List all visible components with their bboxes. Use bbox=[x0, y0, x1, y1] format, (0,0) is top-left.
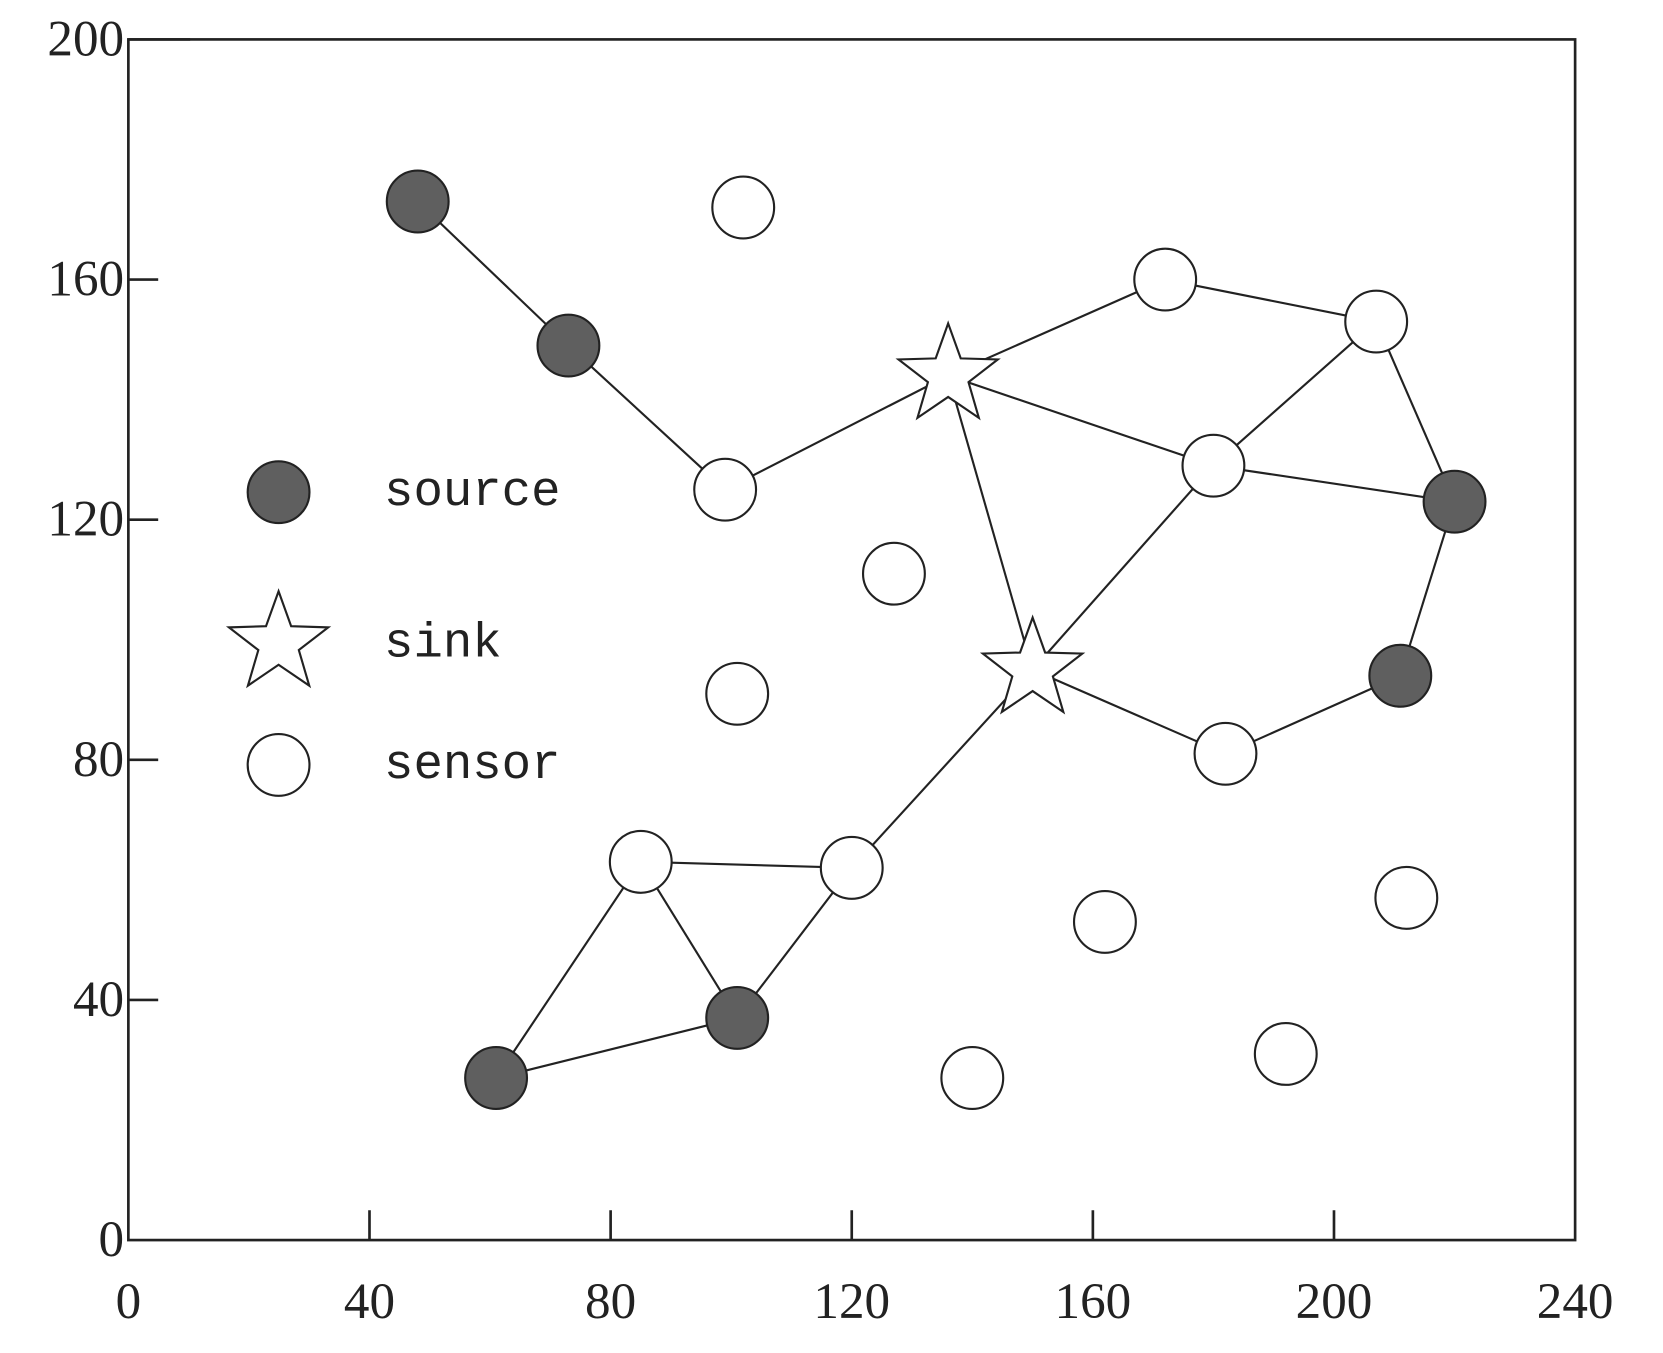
point bbox=[819, 835, 884, 900]
x-tick-label: 80 bbox=[585, 1273, 636, 1330]
edge bbox=[1212, 320, 1377, 467]
y-tick-label: 200 bbox=[47, 10, 124, 67]
edge bbox=[947, 374, 1214, 467]
x-tick-label: 120 bbox=[813, 1273, 890, 1330]
point bbox=[1193, 721, 1258, 786]
point bbox=[1368, 643, 1433, 708]
edge bbox=[850, 669, 1034, 869]
edge bbox=[1032, 668, 1226, 755]
point bbox=[895, 320, 1001, 421]
edge bbox=[416, 200, 570, 347]
x-tick-label: 0 bbox=[116, 1273, 142, 1330]
point bbox=[1133, 247, 1198, 312]
point bbox=[711, 175, 776, 240]
x-tick-label: 200 bbox=[1296, 1273, 1373, 1330]
point bbox=[1374, 865, 1439, 930]
x-tick-label: 240 bbox=[1537, 1273, 1614, 1330]
point bbox=[861, 541, 926, 606]
legend-marker bbox=[246, 732, 311, 797]
y-tick-label: 0 bbox=[99, 1211, 125, 1268]
point bbox=[608, 829, 673, 894]
edge bbox=[724, 374, 949, 491]
edge bbox=[1031, 464, 1215, 671]
edge bbox=[1375, 321, 1456, 503]
y-tick-label: 40 bbox=[73, 971, 124, 1028]
edge bbox=[495, 861, 642, 1079]
edge bbox=[495, 1016, 738, 1080]
x-tick-label: 160 bbox=[1055, 1273, 1132, 1330]
point bbox=[1072, 889, 1137, 954]
point bbox=[705, 985, 770, 1050]
point bbox=[536, 313, 601, 378]
point bbox=[979, 614, 1086, 715]
edge bbox=[1213, 464, 1455, 503]
edge bbox=[947, 375, 1034, 671]
point bbox=[705, 661, 770, 726]
point bbox=[693, 457, 758, 522]
legend-label: sensor bbox=[384, 737, 560, 793]
point bbox=[1422, 469, 1487, 534]
legend-label: source bbox=[384, 464, 560, 520]
y-tick-label: 80 bbox=[73, 731, 124, 788]
legend-marker bbox=[225, 588, 332, 689]
edge bbox=[640, 860, 852, 869]
legend-marker bbox=[246, 460, 311, 525]
point bbox=[940, 1046, 1005, 1110]
plot-frame bbox=[127, 38, 1577, 1242]
y-tick-label: 120 bbox=[47, 491, 124, 548]
point bbox=[464, 1046, 529, 1110]
point bbox=[1253, 1022, 1318, 1086]
edge bbox=[1164, 278, 1377, 323]
y-tick-label: 160 bbox=[47, 251, 124, 308]
legend-label: sink bbox=[384, 615, 502, 671]
edge bbox=[567, 344, 726, 491]
point bbox=[385, 169, 450, 234]
point bbox=[1344, 289, 1409, 354]
x-tick-label: 40 bbox=[344, 1273, 395, 1330]
point bbox=[1181, 433, 1246, 498]
